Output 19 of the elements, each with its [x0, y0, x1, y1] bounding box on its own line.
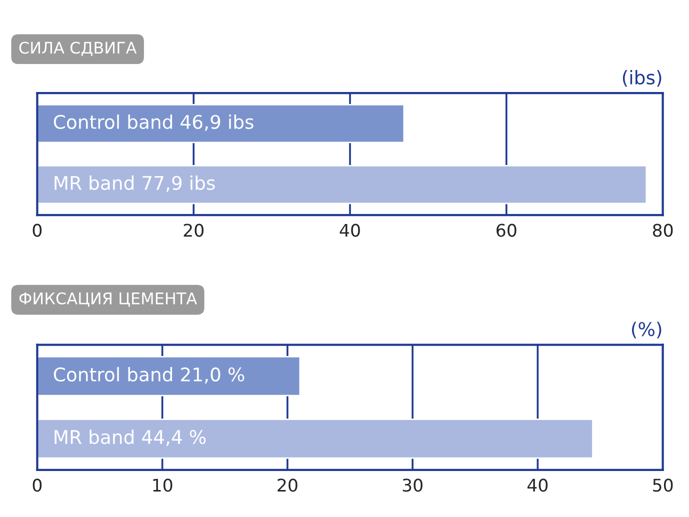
category-label: MR band 44,4 % — [54, 430, 206, 446]
x-tick-label: 20 — [184, 224, 204, 237]
x-tick-label: 0 — [32, 478, 42, 492]
x-tick-label: 0 — [32, 224, 42, 237]
x-tick-label: 20 — [278, 478, 298, 492]
x-tick-label: 50 — [653, 478, 673, 492]
x-axis-title: (ibs) — [622, 70, 662, 87]
x-axis-title: (%) — [632, 322, 662, 338]
x-tick-label: 80 — [652, 224, 673, 237]
x-tick-label: 40 — [340, 224, 360, 237]
category-label: MR band 77,9 ibs — [54, 175, 215, 192]
x-tick-label: 60 — [496, 224, 516, 237]
category-label: Control band 21,0 % — [54, 367, 244, 384]
x-tick-label: 40 — [528, 478, 548, 492]
x-tick-label: 30 — [402, 478, 422, 492]
x-tick-label: 10 — [153, 478, 172, 492]
category-label: Control band 46,9 ibs — [54, 114, 254, 131]
chart-title: ФИКСАЦИЯ ЦЕМЕНТА — [19, 292, 197, 307]
chart-title: СИЛА СДВИГА — [19, 42, 137, 56]
